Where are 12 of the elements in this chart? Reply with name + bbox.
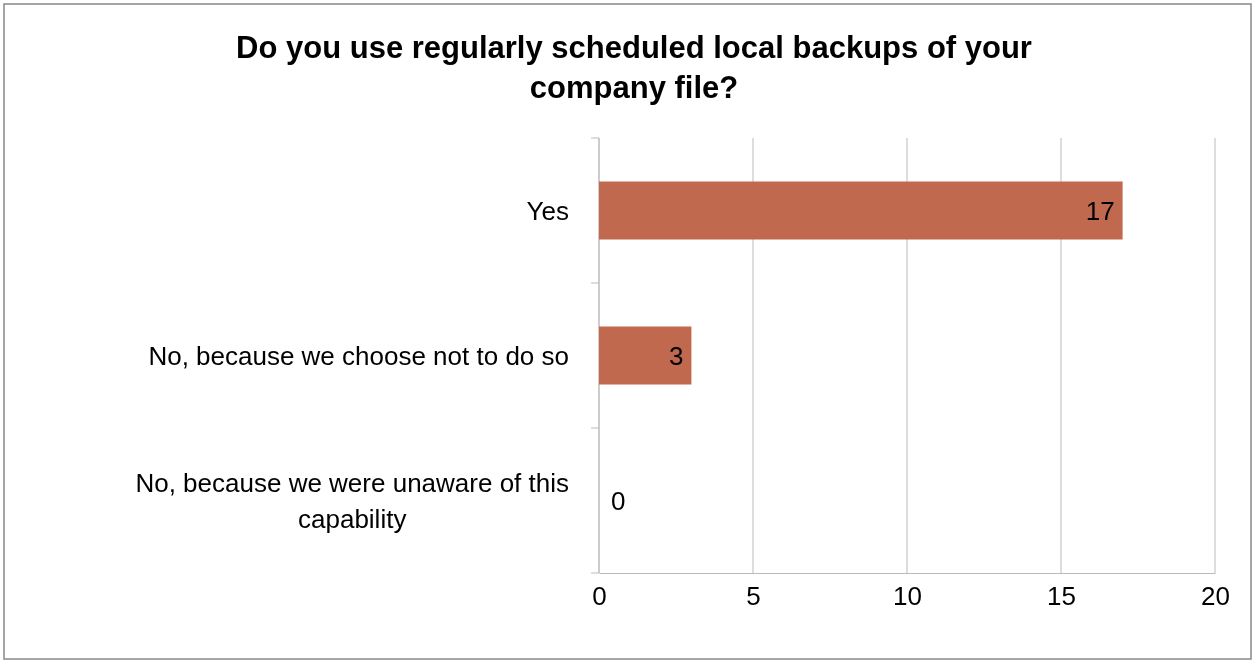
x-tick-label: 15 [1047,581,1076,612]
x-tick-label: 10 [893,581,922,612]
data-label: 3 [668,340,684,371]
y-tick-label: Yes [526,195,569,226]
y-tick-label: No, because we choose not to do so [148,340,569,371]
chart-title: Do you use regularly scheduled local backups of your company file? [236,30,1032,105]
x-tick-label: 20 [1201,581,1230,612]
data-label: 17 [1085,195,1115,226]
y-tick-label: No, because we were unaware of this capability [135,467,569,534]
x-tick-label: 0 [592,581,607,612]
data-label: 0 [611,485,626,516]
x-tick-label: 5 [746,581,761,612]
